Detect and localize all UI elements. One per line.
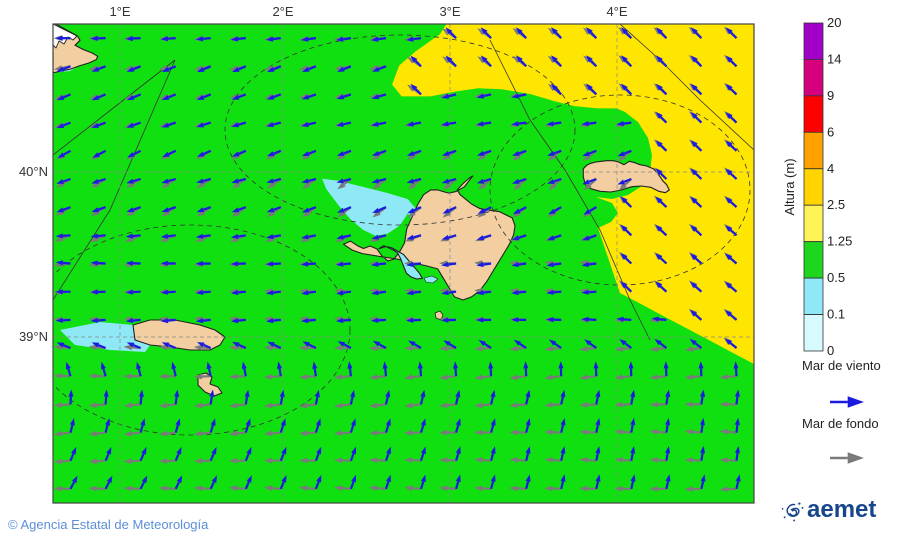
svg-text:3°E: 3°E (439, 4, 460, 19)
svg-text:0: 0 (827, 343, 834, 358)
svg-text:aemet: aemet (807, 496, 876, 523)
svg-text:4°E: 4°E (606, 4, 627, 19)
svg-text:40°N: 40°N (19, 164, 48, 179)
svg-text:Mar de fondo: Mar de fondo (802, 416, 879, 431)
svg-text:20: 20 (827, 15, 841, 30)
svg-text:9: 9 (827, 88, 834, 103)
svg-text:6: 6 (827, 124, 834, 139)
svg-text:4: 4 (827, 161, 834, 176)
svg-text:2°E: 2°E (272, 4, 293, 19)
svg-text:0.1: 0.1 (827, 307, 845, 322)
svg-text:Mar de viento: Mar de viento (802, 358, 881, 373)
svg-text:0.5: 0.5 (827, 270, 845, 285)
svg-text:14: 14 (827, 51, 841, 66)
svg-text:2.5: 2.5 (827, 197, 845, 212)
svg-text:1°E: 1°E (109, 4, 130, 19)
svg-text:39°N: 39°N (19, 329, 48, 344)
svg-text:1.25: 1.25 (827, 234, 852, 249)
svg-text:Altura (m): Altura (m) (782, 158, 797, 215)
